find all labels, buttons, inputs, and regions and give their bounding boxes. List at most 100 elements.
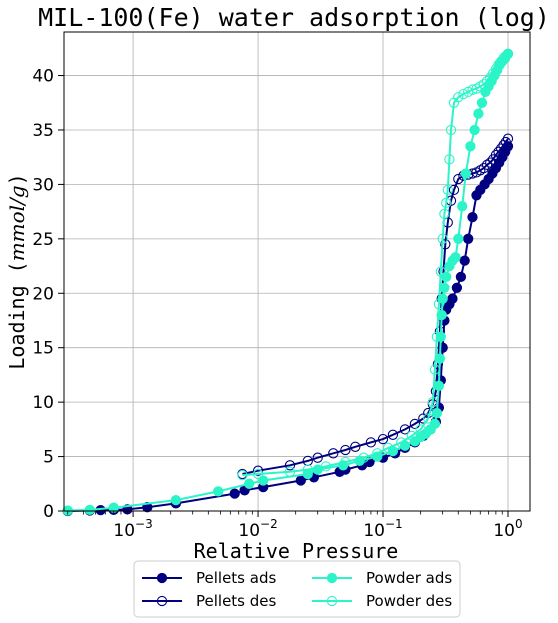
series-1-point-15 <box>453 173 464 185</box>
series-3-point-19 <box>442 184 453 196</box>
legend-item-3: Powder des <box>312 592 452 610</box>
y-tick-label-3: 15 <box>32 339 54 359</box>
series-3-point-13 <box>463 86 474 98</box>
series-3-point-32 <box>383 442 394 454</box>
series-2-point-29 <box>450 252 461 263</box>
legend: Pellets ads Pellets des Powder ads Powder d… <box>133 560 461 618</box>
series-3-point-7 <box>485 72 496 83</box>
legend-item-0: Pellets ads <box>142 569 276 587</box>
series-3-point-17 <box>445 124 457 136</box>
series-3-point-34 <box>358 452 369 463</box>
series-3-point-8 <box>481 75 493 87</box>
series-1-point-29 <box>399 424 411 435</box>
series-0 <box>62 141 514 517</box>
series-3-point-14 <box>458 88 469 100</box>
series-1-point-8 <box>481 159 493 170</box>
y-tick-label-2: 10 <box>32 393 54 413</box>
series-1-point-31 <box>377 433 389 445</box>
series-0-point-31 <box>455 271 467 283</box>
series-line-1 <box>242 138 509 475</box>
series-2-point-4 <box>213 486 224 497</box>
legend-marker-2 <box>326 572 338 584</box>
series-3-point-24 <box>433 299 445 310</box>
series-layer <box>62 48 514 517</box>
legend-marker-1 <box>156 595 168 607</box>
series-2-point-5 <box>244 478 255 489</box>
series-1-point-3 <box>495 143 507 154</box>
series-1-point-38 <box>284 460 296 471</box>
x-axis-label: Relative Pressure <box>194 539 399 563</box>
series-2-point-3 <box>170 494 182 506</box>
series-1-point-19 <box>440 239 451 250</box>
series-1-point-28 <box>409 418 421 430</box>
x-axis-ticks: 10−3 10−2 10−1 100 <box>67 511 523 541</box>
series-1-point-4 <box>493 146 504 157</box>
series-3-point-29 <box>415 424 426 435</box>
legend-label-3: Powder des <box>366 592 452 610</box>
legend-label-1: Pellets des <box>196 592 277 610</box>
series-3-point-33 <box>372 448 383 459</box>
series-3-point-30 <box>406 430 417 442</box>
series-2-point-24 <box>437 293 448 304</box>
series-3-point-31 <box>396 437 407 448</box>
series-1-point-6 <box>487 154 499 165</box>
series-line-3 <box>242 53 509 477</box>
series-2-point-25 <box>439 282 450 293</box>
series-2-point-35 <box>473 108 484 119</box>
series-3-point-38 <box>284 466 296 477</box>
series-0-point-30 <box>451 282 463 293</box>
y-tick-label-5: 25 <box>32 230 54 250</box>
series-2-point-31 <box>457 201 468 212</box>
series-1-point-7 <box>485 157 496 168</box>
chart-title: MIL-100(Fe) water adsorption (log) <box>38 3 550 32</box>
series-2-point-18 <box>429 418 441 430</box>
series-1-point-39 <box>252 465 264 476</box>
series-0-point-7 <box>229 488 240 499</box>
series-2-point-19 <box>431 407 443 419</box>
series-0-point-33 <box>463 233 474 244</box>
legend-marker-3 <box>326 595 338 607</box>
legend-item-1: Pellets des <box>142 592 277 610</box>
series-2 <box>62 48 514 516</box>
plot-frame <box>63 31 531 512</box>
y-tick-label-4: 20 <box>32 284 54 304</box>
series-3-point-40 <box>237 469 248 481</box>
series-0-point-29 <box>447 293 458 304</box>
series-2-point-26 <box>441 271 452 283</box>
series-3-point-2 <box>498 52 509 64</box>
y-axis-label: Loading (mmol/g) <box>5 173 29 369</box>
series-3-point-21 <box>439 208 450 219</box>
x-tick-label-3: 100 <box>493 517 522 541</box>
x-tick-label-1: 10−2 <box>238 517 277 541</box>
series-3-point-26 <box>429 364 441 375</box>
series-3-point-3 <box>495 56 507 67</box>
series-3-point-20 <box>441 197 452 209</box>
series-1-point-33 <box>350 441 361 452</box>
legend-marker-0 <box>156 572 168 584</box>
series-1-point-34 <box>340 444 351 456</box>
series-3-point-23 <box>435 266 446 277</box>
x-tick-label-2: 10−1 <box>363 517 402 541</box>
series-2-point-20 <box>433 380 445 391</box>
legend-label-2: Powder ads <box>366 569 452 587</box>
series-2-point-33 <box>465 141 476 152</box>
series-2-point-23 <box>436 309 447 321</box>
series-3-point-36 <box>320 461 332 472</box>
series-2-point-34 <box>469 124 480 136</box>
series-0-point-32 <box>459 255 470 266</box>
series-1 <box>237 133 514 480</box>
series-2-point-6 <box>258 475 269 486</box>
series-3-point-25 <box>431 331 443 342</box>
legend-item-2: Powder ads <box>312 569 452 587</box>
series-3-point-39 <box>252 468 264 480</box>
series-1-point-16 <box>448 184 460 196</box>
series-2-point-32 <box>460 168 471 179</box>
y-tick-label-7: 35 <box>32 121 54 141</box>
y-tick-label-6: 30 <box>32 175 54 195</box>
legend-label-0: Pellets ads <box>196 569 276 587</box>
x-tick-label-0: 10−3 <box>113 517 152 541</box>
series-2-point-30 <box>453 233 464 244</box>
series-1-point-2 <box>498 140 509 151</box>
series-3-point-16 <box>448 97 460 108</box>
